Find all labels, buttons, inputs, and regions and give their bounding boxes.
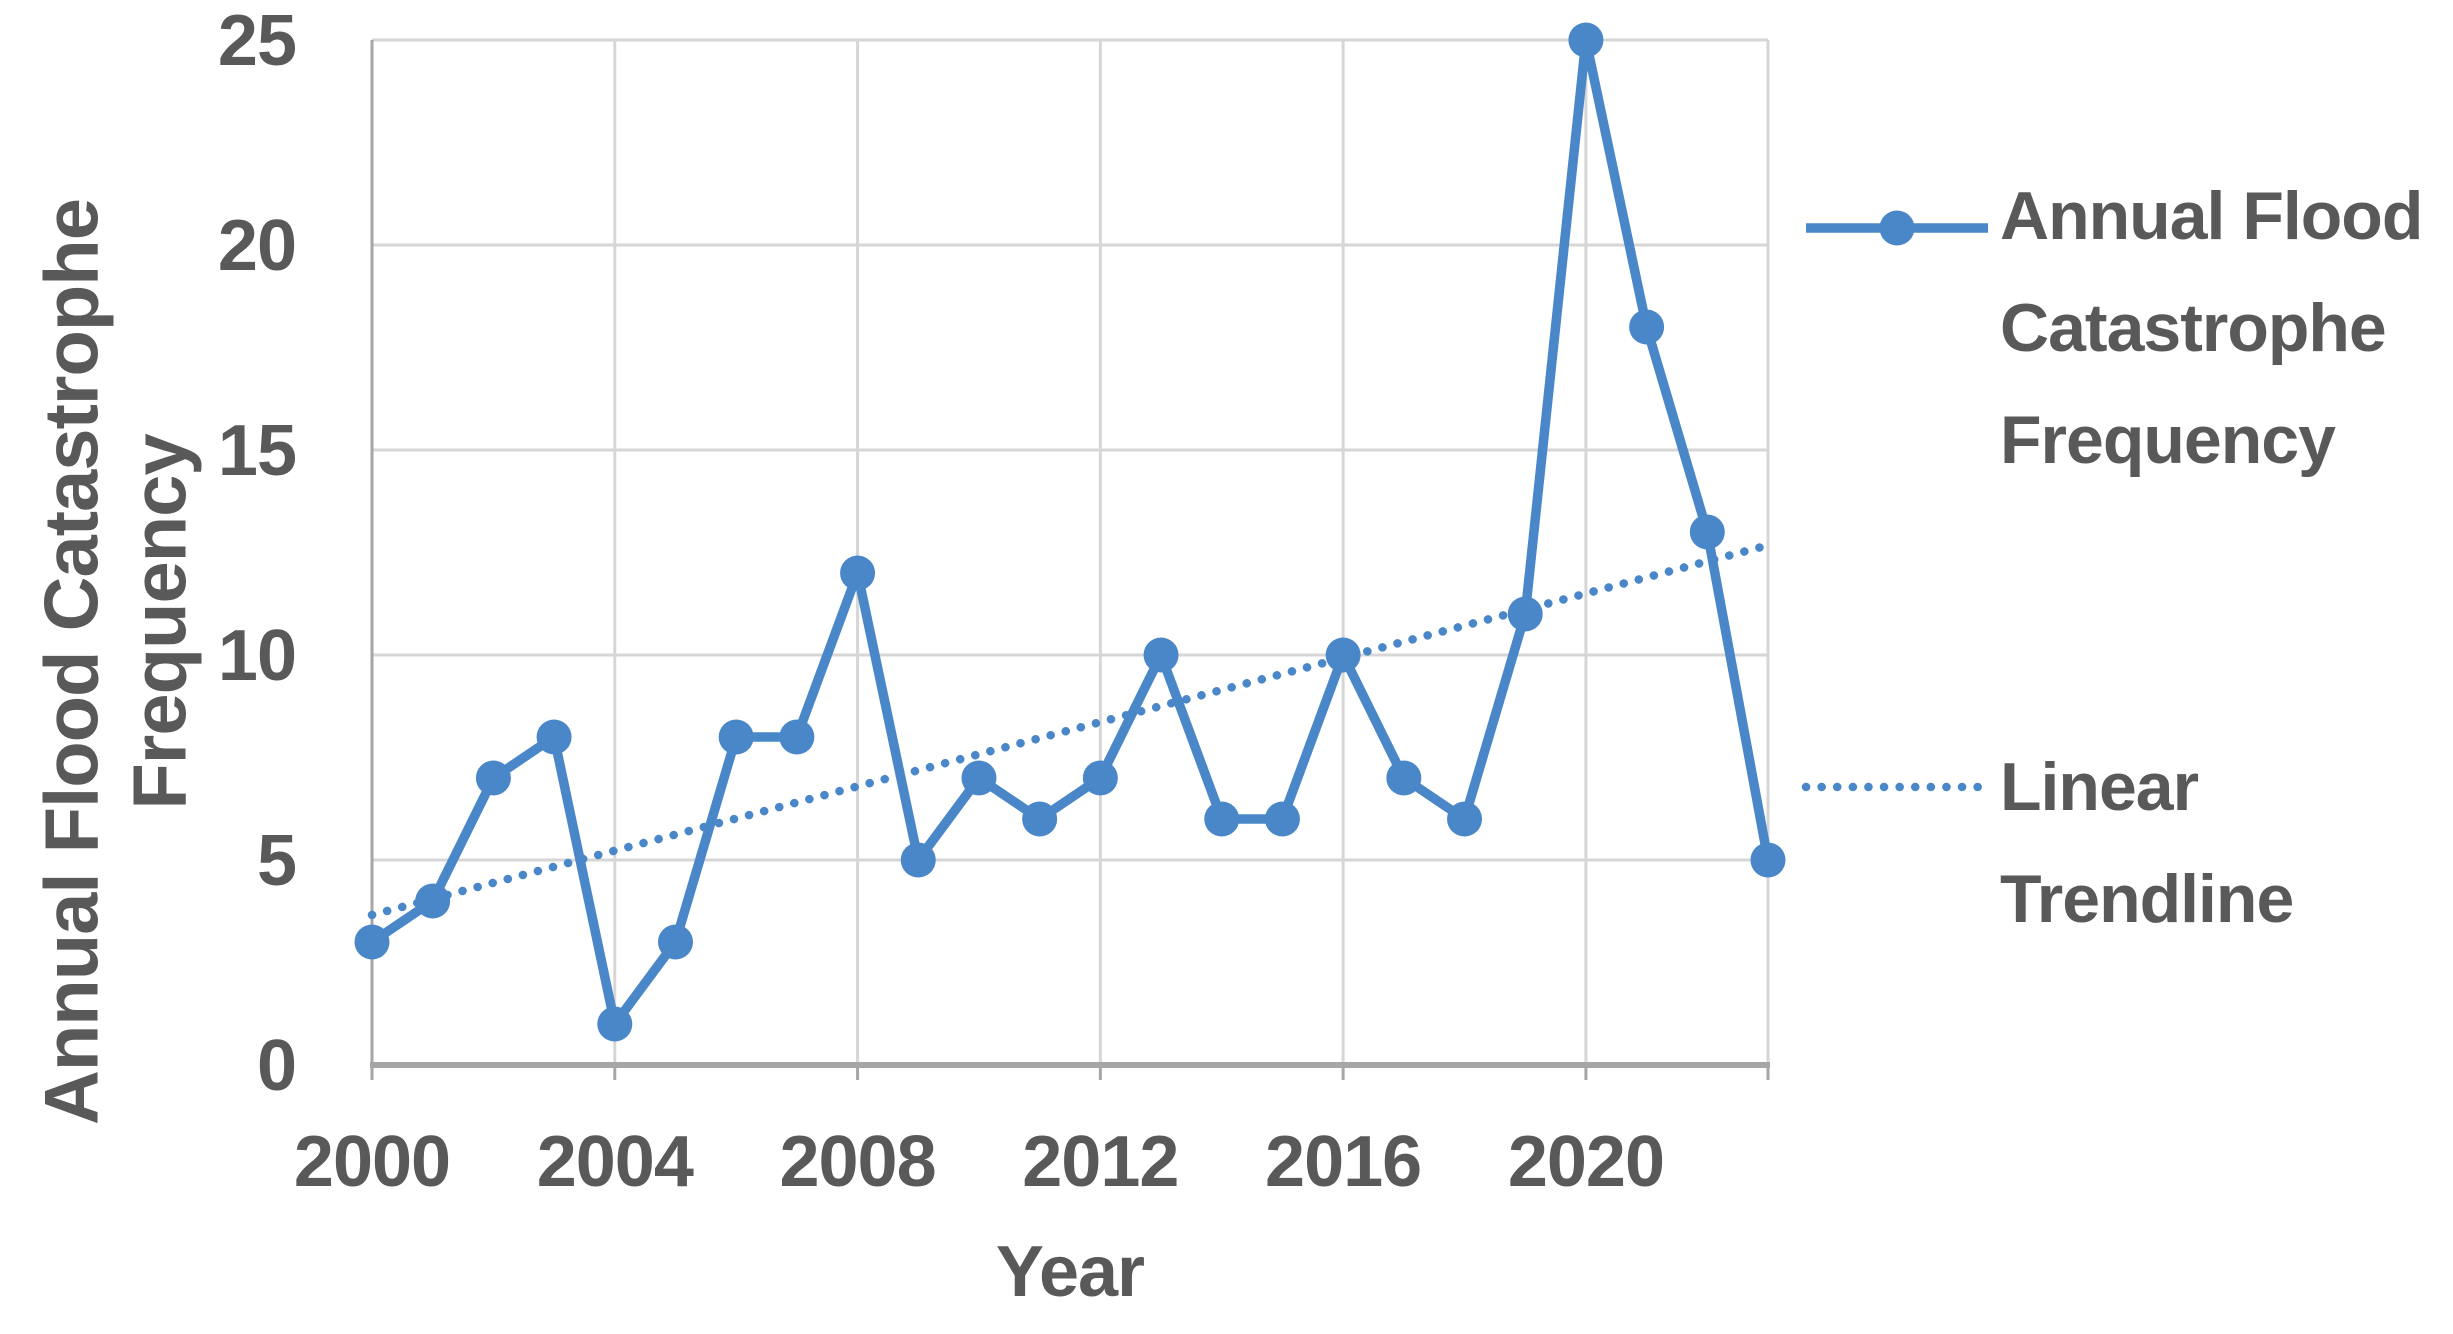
data-point-2008: [840, 555, 876, 591]
x-tick-label: 2016: [1265, 1122, 1421, 1202]
data-point-2020: [1568, 22, 1604, 58]
x-tick-label: 2008: [779, 1122, 935, 1202]
legend-trendline-label-line1: Linear: [2000, 749, 2199, 825]
data-point-2005: [657, 924, 693, 960]
data-point-2021: [1629, 309, 1665, 345]
x-tick-label: 2020: [1508, 1122, 1664, 1202]
y-tick-label: 0: [257, 1026, 296, 1106]
data-point-2000: [354, 924, 390, 960]
legend-series-label-line2: Catastrophe: [2000, 290, 2387, 366]
data-point-2017: [1386, 760, 1422, 796]
legend-series-label-line3: Frequency: [2000, 402, 2336, 478]
data-point-2015: [1264, 801, 1300, 837]
data-point-2011: [1022, 801, 1058, 837]
data-point-2009: [900, 842, 936, 878]
x-tick-label: 2012: [1022, 1122, 1178, 1202]
legend-trendline-label-line2: Trendline: [2000, 861, 2294, 937]
legend-series-swatch-marker: [1879, 210, 1915, 246]
y-axis-title-line1: Annual Flood Catastrophe: [29, 199, 115, 1125]
data-point-2001: [415, 883, 451, 919]
data-point-2019: [1507, 596, 1543, 632]
legend-series-label: Annual Flood Catastrophe Frequency: [2000, 160, 2423, 496]
data-point-2016: [1325, 637, 1361, 673]
data-point-2007: [779, 719, 815, 755]
x-tick-label: 2000: [294, 1122, 450, 1202]
data-point-2012: [1082, 760, 1118, 796]
data-point-2003: [536, 719, 572, 755]
data-point-2002: [475, 760, 511, 796]
y-tick-label: 20: [218, 206, 296, 286]
data-point-2014: [1204, 801, 1240, 837]
data-point-2004: [597, 1006, 633, 1042]
x-axis-title: Year: [995, 1232, 1145, 1312]
legend-trendline-label: Linear Trendline: [2000, 731, 2294, 955]
data-point-2013: [1143, 637, 1179, 673]
y-tick-label: 10: [218, 616, 296, 696]
legend-series-label-line1: Annual Flood: [2000, 178, 2423, 254]
data-point-2018: [1447, 801, 1483, 837]
y-axis-title-line2: Frequency: [117, 434, 203, 810]
data-point-2022: [1689, 514, 1725, 550]
x-tick-label: 2004: [537, 1122, 694, 1202]
y-tick-label: 15: [218, 411, 296, 491]
data-point-2023: [1750, 842, 1786, 878]
data-point-2006: [718, 719, 754, 755]
y-tick-label: 5: [257, 821, 296, 901]
series-line: [367, 35, 1773, 1029]
y-tick-label: 25: [218, 1, 296, 81]
data-point-2010: [961, 760, 997, 796]
